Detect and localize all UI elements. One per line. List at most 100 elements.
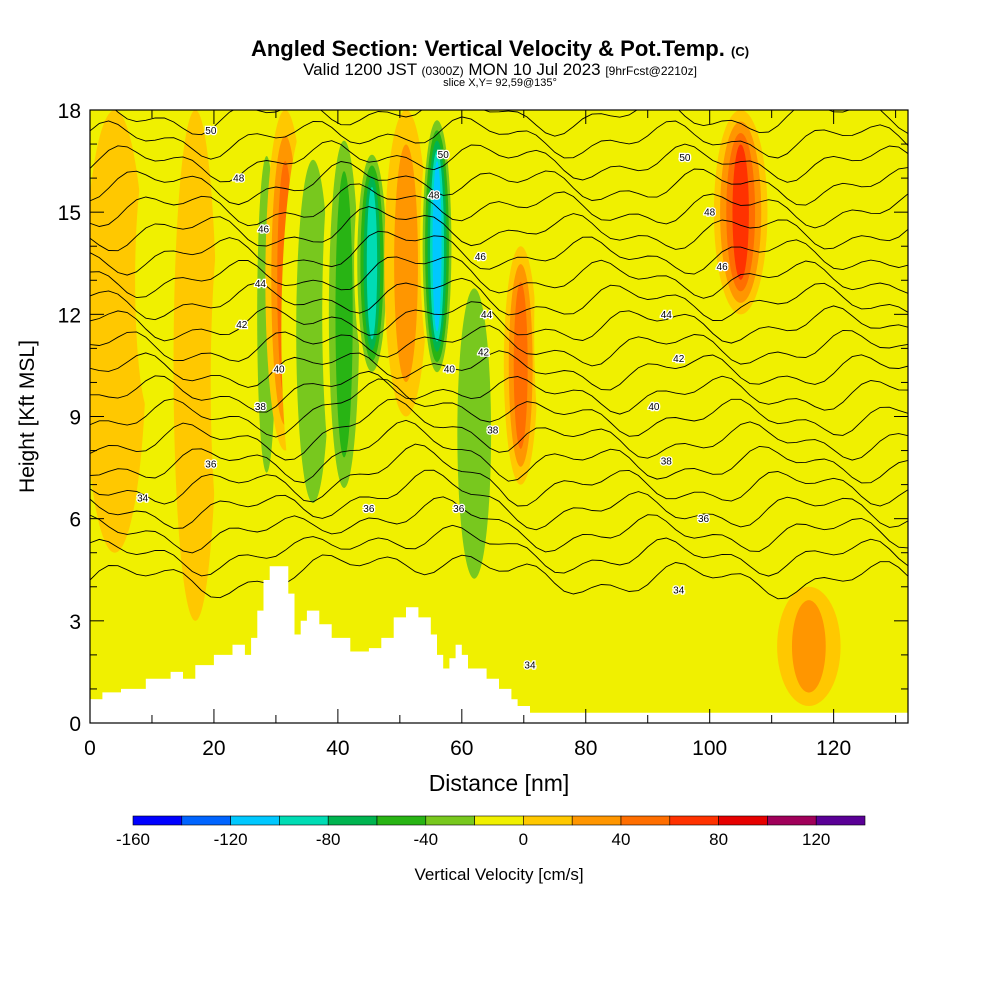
colorbar-tick-label: 80 <box>709 830 728 849</box>
velocity-band <box>513 281 528 449</box>
velocity-band <box>534 144 588 519</box>
velocity-band <box>791 600 826 693</box>
theta-contour-label: 42 <box>673 354 685 365</box>
theta-contour-label: 44 <box>661 310 673 321</box>
colorbar-swatch <box>474 815 524 826</box>
theta-contour-label: 48 <box>704 208 716 219</box>
theta-contour-line <box>90 496 908 554</box>
terrain-mask <box>90 566 908 723</box>
theta-contour-line <box>90 443 908 507</box>
theta-contour-label: 36 <box>205 460 217 471</box>
theta-contour-label: 46 <box>258 225 270 236</box>
y-tick-label: 9 <box>69 407 81 430</box>
theta-contour-label: 44 <box>481 310 493 321</box>
theta-contour-label: 34 <box>524 661 536 672</box>
theta-contour-label: 36 <box>363 504 375 515</box>
colorbar-swatch <box>181 815 231 826</box>
colorbar-tick-label: 120 <box>802 830 830 849</box>
colorbar-swatch <box>669 815 719 826</box>
theta-contour-line <box>90 370 908 415</box>
colorbar-tick-label: -160 <box>116 830 150 849</box>
colorbar-swatch <box>571 815 622 826</box>
theta-contours <box>90 110 908 600</box>
theta-contour-line <box>90 161 908 206</box>
theta-contour-line <box>90 140 908 183</box>
y-tick-label: 0 <box>69 713 81 736</box>
theta-contour-label: 46 <box>475 252 487 263</box>
colorbar-tick-label: -80 <box>316 830 341 849</box>
theta-contour-line <box>90 325 908 367</box>
x-tick-label: 80 <box>574 737 597 760</box>
y-tick-label: 18 <box>58 100 81 123</box>
velocity-band <box>296 159 330 503</box>
theta-contour-line <box>90 524 908 577</box>
colorbar-swatch <box>620 815 671 826</box>
colorbar-tick-label: -40 <box>414 830 439 849</box>
theta-contour-label: 36 <box>698 514 710 525</box>
theta-contour-label: 40 <box>273 364 285 375</box>
theta-contour-label: 50 <box>679 153 691 164</box>
velocity-band <box>394 144 418 383</box>
slice-info: slice X,Y= 92,59@135° <box>443 77 557 89</box>
chart-title: Angled Section: Vertical Velocity & Pot.… <box>0 36 1000 62</box>
theta-contour-line <box>90 256 908 299</box>
x-tick-label: 20 <box>202 737 225 760</box>
theta-contour-label: 50 <box>438 150 450 161</box>
velocity-band <box>432 161 442 332</box>
y-tick-label: 6 <box>69 509 81 532</box>
velocity-band <box>90 110 147 553</box>
colorbar-tick-label: 40 <box>612 830 631 849</box>
velocity-band <box>762 178 806 485</box>
colorbar-swatch <box>815 815 866 826</box>
theta-contour-line <box>90 206 908 252</box>
theta-contour-label: 40 <box>444 364 456 375</box>
chart-title-suffix: (C) <box>731 44 750 59</box>
colorbar-swatch <box>767 815 817 826</box>
valid-time-line: Valid 1200 JST (0300Z) MON 10 Jul 2023 [… <box>0 60 1000 80</box>
colorbar-swatch <box>327 815 378 826</box>
theta-contour-line <box>90 378 908 438</box>
x-tick-label: 40 <box>326 737 349 760</box>
theta-contour-line <box>114 110 908 137</box>
colorbar-swatch <box>523 815 573 826</box>
velocity-field <box>90 110 908 723</box>
velocity-band <box>811 178 856 519</box>
valid-time: Valid 1200 JST <box>303 60 417 79</box>
theta-contour-line <box>90 301 908 344</box>
valid-date: MON 10 Jul 2023 <box>468 60 601 79</box>
colorbar-swatch <box>132 815 183 826</box>
theta-contour-line <box>90 554 908 600</box>
y-tick-label: 12 <box>58 304 81 327</box>
x-tick-label: 0 <box>84 737 96 760</box>
theta-contour-label: 38 <box>661 456 673 467</box>
theta-contour-label: 46 <box>717 262 729 273</box>
colorbar-swatch <box>376 815 427 826</box>
theta-contour-label: 34 <box>137 494 149 505</box>
theta-contour-label: 42 <box>478 347 490 358</box>
colorbar-label: Vertical Velocity [cm/s] <box>414 865 583 884</box>
theta-contour-label: 34 <box>673 586 685 597</box>
theta-contour-label: 50 <box>205 126 217 137</box>
theta-contour-line <box>90 419 908 484</box>
colorbar-tick-label: 0 <box>519 830 528 849</box>
axis-ticks <box>89 109 908 724</box>
theta-contour-label: 48 <box>233 174 245 185</box>
y-tick-label: 15 <box>58 202 81 225</box>
theta-contour-line <box>90 398 908 461</box>
colorbar-swatch <box>230 815 280 826</box>
theta-contour-label: 38 <box>255 402 267 413</box>
colorbar-swatch <box>425 815 475 826</box>
y-tick-label: 3 <box>69 611 81 634</box>
velocity-band <box>457 288 492 579</box>
theta-contour-line <box>90 116 908 160</box>
y-axis-label: Height [Kft MSL] <box>16 340 39 493</box>
velocity-band <box>210 178 255 587</box>
velocity-band <box>335 171 353 458</box>
velocity-band <box>366 186 378 340</box>
chart-title-text: Angled Section: Vertical Velocity & Pot.… <box>250 36 725 61</box>
colorbar-tick-label: -120 <box>214 830 248 849</box>
theta-contour-line <box>90 277 908 321</box>
velocity-band <box>135 144 169 417</box>
theta-contour-label: 44 <box>255 279 267 290</box>
theta-contour-label: 36 <box>453 504 465 515</box>
